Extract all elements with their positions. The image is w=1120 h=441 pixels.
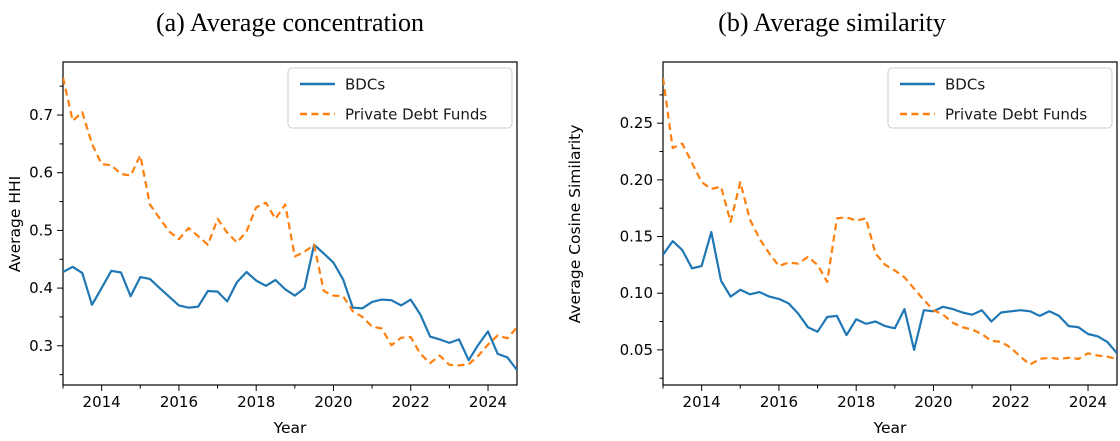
series-line-bdcs xyxy=(63,243,517,371)
y-tick-label: 0.4 xyxy=(29,279,53,297)
series-line-private-debt-funds xyxy=(63,77,517,367)
chart-b-yaxis-label: Average Cosine Similarity xyxy=(566,125,584,324)
y-tick-label: 0.15 xyxy=(620,228,653,246)
x-tick-label: 2020 xyxy=(914,393,952,411)
legend-box xyxy=(887,67,1113,129)
x-tick-label: 2020 xyxy=(314,393,352,411)
legend-label: Private Debt Funds xyxy=(945,106,1087,124)
chart-a-container: (a) Average concentration Year Average H… xyxy=(6,8,518,437)
x-tick-label: 2024 xyxy=(469,393,507,411)
legend-box xyxy=(287,67,513,129)
legend-label: Private Debt Funds xyxy=(345,106,487,124)
x-tick-label: 2016 xyxy=(760,393,798,411)
x-tick-label: 2018 xyxy=(237,393,275,411)
x-tick-label: 2024 xyxy=(1069,393,1107,411)
y-tick-label: 0.05 xyxy=(620,341,653,359)
y-tick-label: 0.5 xyxy=(29,221,53,239)
chart-a-title: (a) Average concentration xyxy=(156,8,424,37)
chart-b-container: (b) Average similarity Year Average Cosi… xyxy=(560,0,1120,441)
x-tick-label: 2016 xyxy=(160,393,198,411)
x-tick-label: 2018 xyxy=(837,393,875,411)
chart-b-plot-area: 2014 2016 2018 2020 2022 2024 0.05 0.10 0.15 0.20… xyxy=(620,61,1118,411)
x-tick-label: 2022 xyxy=(392,393,430,411)
plot-border xyxy=(62,61,518,386)
chart-b-title: (b) Average similarity xyxy=(718,8,946,37)
chart-a-xaxis-label: Year xyxy=(273,419,307,437)
chart-a-plot-area: 2014 2016 2018 2020 2022 2024 0.3 0.4 0.5 0.6 0.7 B… xyxy=(29,61,518,411)
y-tick-label: 0.20 xyxy=(620,171,653,189)
chart-b: (b) Average similarity Year Average Cosi… xyxy=(566,8,1118,437)
chart-a: (a) Average concentration Year Average H… xyxy=(6,8,518,437)
x-tick-label: 2022 xyxy=(992,393,1030,411)
y-tick-label: 0.6 xyxy=(29,164,53,182)
chart-a-yaxis-label: Average HHI xyxy=(6,176,24,272)
y-tick-label: 0.25 xyxy=(620,114,653,132)
x-tick-label: 2014 xyxy=(683,393,721,411)
chart-b-xaxis-label: Year xyxy=(873,419,907,437)
legend-label: BDCs xyxy=(345,76,385,94)
series-line-private-debt-funds xyxy=(663,77,1117,366)
legend-label: BDCs xyxy=(945,76,985,94)
series-line-bdcs xyxy=(663,230,1117,355)
y-tick-label: 0.10 xyxy=(620,284,653,302)
plot-border xyxy=(662,61,1118,386)
x-tick-label: 2014 xyxy=(83,393,121,411)
y-tick-label: 0.7 xyxy=(29,106,53,124)
y-tick-label: 0.3 xyxy=(29,337,53,355)
